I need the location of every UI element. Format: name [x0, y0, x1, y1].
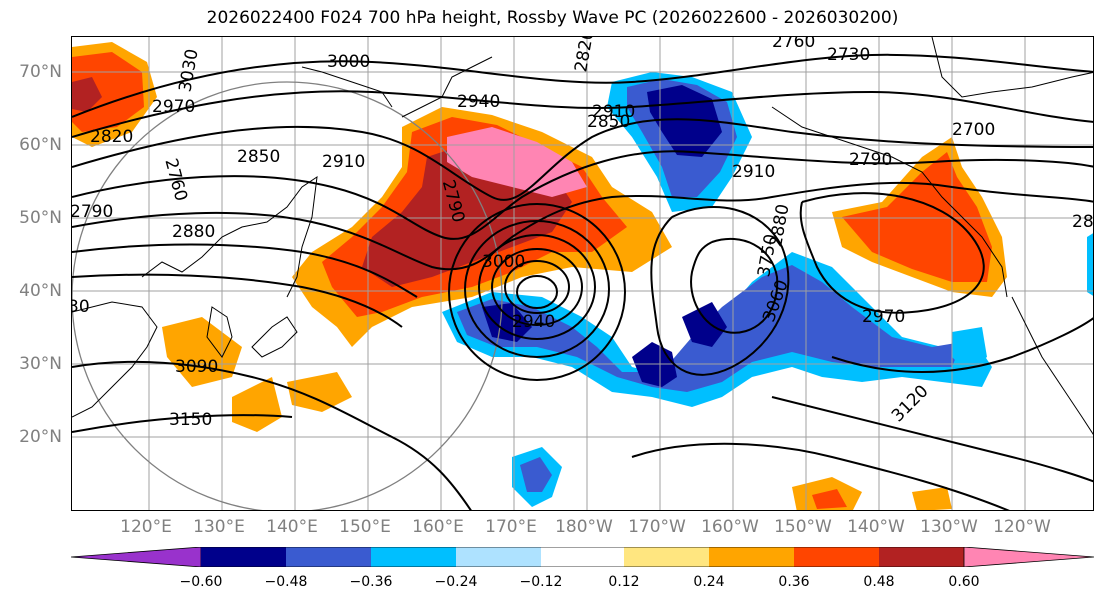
contour-label: 30 [72, 297, 90, 317]
lat-label-60n: 60°N [19, 135, 62, 155]
lon-label-120w: 120°W [993, 517, 1051, 537]
contour-label: 2760 [772, 37, 815, 52]
colorbar-tick-label: −0.36 [349, 574, 393, 590]
colorbar-segment [879, 547, 964, 567]
contour-label: 2850 [587, 112, 630, 132]
lat-label-70n: 70°N [19, 62, 62, 82]
lat-label-40n: 40°N [19, 281, 62, 301]
contour-label: 2910 [592, 102, 635, 122]
contour-label: 3120 [888, 381, 933, 426]
colorbar-max-extend [963, 547, 1094, 567]
lon-label-130e: 130°E [193, 517, 245, 537]
colorbar-segment [709, 547, 794, 567]
contour-label: 3000 [482, 252, 525, 272]
lon-label-170w: 170°W [628, 517, 686, 537]
lon-label-160e: 160°E [412, 517, 464, 537]
colorbar-segment [541, 547, 624, 567]
lon-label-160w: 160°W [701, 517, 759, 537]
contour-label: 2790 [72, 202, 113, 222]
map-title: 2026022400 F024 700 hPa height, Rossby W… [206, 8, 899, 28]
colorbar-tick-label: 0.60 [948, 574, 980, 590]
lat-label-20n: 20°N [19, 427, 62, 447]
contour-label: 2970 [862, 307, 905, 327]
height-contours [72, 53, 1093, 510]
map-panel: 2760 2730 2700 2790 3030 3000 2970 2940 … [71, 36, 1094, 511]
lat-label-30n: 30°N [19, 354, 62, 374]
colorbar [71, 547, 1094, 567]
colorbar-segment [624, 547, 709, 567]
lon-label-150e: 150°E [339, 517, 391, 537]
coastlines [72, 37, 1093, 435]
colorbar-tick-label: −0.12 [519, 574, 563, 590]
contour-label: 2880 [172, 222, 215, 242]
colorbar-min-extend [71, 547, 202, 567]
lon-label-120e: 120°E [120, 517, 172, 537]
contour-label: 2910 [322, 152, 365, 172]
lat-label-50n: 50°N [19, 208, 62, 228]
map-canvas: 2760 2730 2700 2790 3030 3000 2970 2940 … [72, 37, 1094, 510]
contour-label: 2850 [237, 147, 280, 167]
colorbar-tick-label: 0.48 [863, 574, 895, 590]
contour-label: 2820 [571, 37, 598, 74]
contour-label: 3090 [175, 357, 218, 377]
colorbar-segment [286, 547, 371, 567]
colorbar-tick-label: 0.12 [608, 574, 640, 590]
contour-label: 3000 [327, 52, 370, 72]
contour-label: 2970 [152, 97, 195, 117]
contour-label: 3150 [169, 410, 212, 430]
lon-label-130w: 130°W [920, 517, 978, 537]
contour-label: 2940 [457, 92, 500, 112]
contour-label: 3030 [175, 48, 202, 94]
colorbar-segment [201, 547, 286, 567]
contour-label: 2730 [827, 45, 870, 65]
reference-circle [72, 81, 503, 510]
lon-label-140e: 140°E [266, 517, 318, 537]
colorbar-tick-label: 0.36 [778, 574, 810, 590]
contour-label: 2790 [849, 150, 892, 170]
colorbar-segment [456, 547, 541, 567]
colorbar-tick-label: −0.48 [264, 574, 308, 590]
lon-label-170e: 170°E [485, 517, 537, 537]
colorbar-tick-label: −0.24 [434, 574, 478, 590]
contour-label: 2700 [952, 120, 995, 140]
lon-label-140w: 140°W [847, 517, 905, 537]
contour-label: 2940 [512, 312, 555, 332]
lon-label-150w: 150°W [774, 517, 832, 537]
lon-label-180w: 180°W [555, 517, 613, 537]
colorbar-tick-label: −0.60 [179, 574, 223, 590]
colorbar-segment [794, 547, 879, 567]
colorbar-segment [371, 547, 456, 567]
contour-label: 28 [1072, 212, 1094, 232]
graticule [72, 37, 1093, 510]
contour-label: 2820 [90, 127, 133, 147]
contour-label: 2910 [732, 162, 775, 182]
colorbar-tick-label: 0.24 [693, 574, 725, 590]
